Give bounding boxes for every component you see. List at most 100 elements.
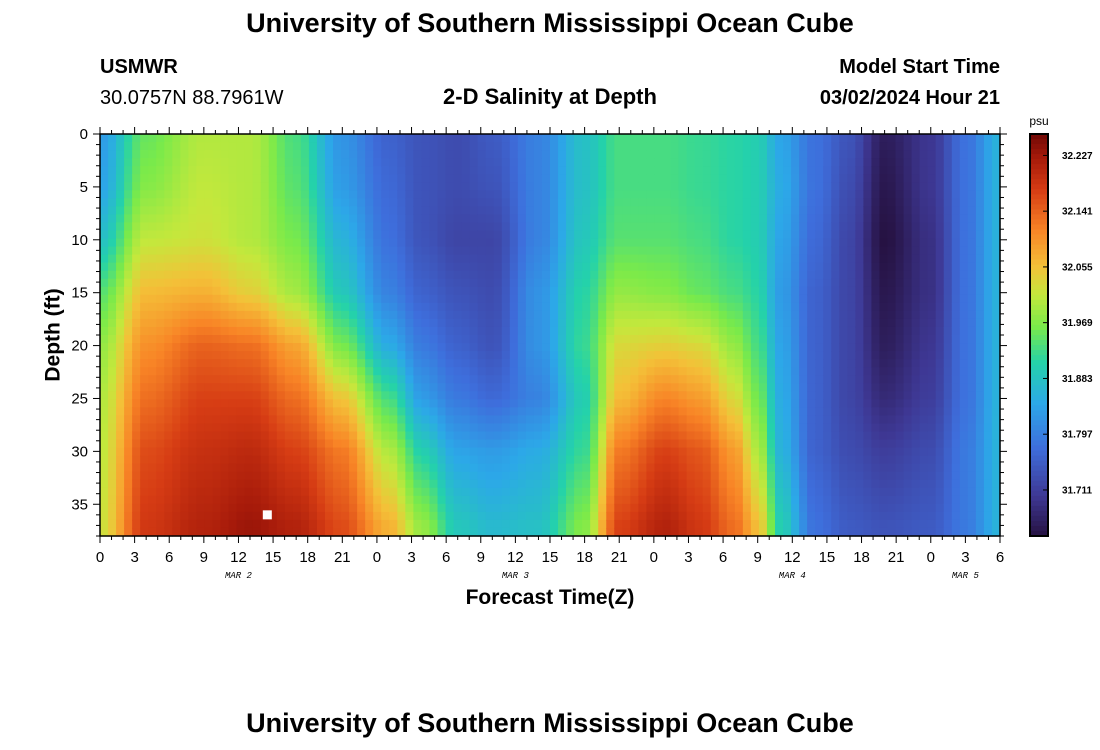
heatmap-cell	[461, 495, 471, 505]
heatmap-cell	[847, 495, 856, 505]
heatmap-cell	[124, 335, 133, 344]
heatmap-cell	[734, 503, 744, 513]
heatmap-cell	[501, 238, 511, 248]
heatmap-cell	[742, 375, 752, 384]
heatmap-cell	[831, 351, 840, 360]
heatmap-cell	[437, 359, 447, 368]
heatmap-cell	[783, 487, 792, 497]
heatmap-cell	[124, 238, 133, 248]
heatmap-cell	[108, 351, 117, 360]
heatmap-cell	[381, 351, 390, 360]
heatmap-cell	[606, 150, 615, 159]
heatmap-cell	[268, 511, 278, 521]
heatmap-cell	[365, 326, 374, 336]
heatmap-cell	[694, 278, 704, 288]
heatmap-cell	[116, 278, 125, 288]
heatmap-cell	[758, 439, 768, 449]
heatmap-cell	[766, 463, 776, 473]
heatmap-cell	[662, 407, 672, 416]
heatmap-cell	[775, 399, 784, 408]
heatmap-cell	[775, 431, 784, 441]
heatmap-cell	[429, 527, 439, 537]
heatmap-cell	[252, 302, 262, 312]
heatmap-cell	[654, 230, 664, 240]
heatmap-cell	[710, 150, 720, 159]
heatmap-cell	[887, 246, 897, 256]
heatmap-cell	[308, 471, 318, 481]
heatmap-cell	[686, 190, 696, 199]
heatmap-cell	[501, 455, 511, 465]
heatmap-cell	[517, 359, 527, 368]
heatmap-cell	[638, 375, 648, 384]
heatmap-cell	[517, 294, 527, 304]
heatmap-cell	[501, 206, 511, 215]
heatmap-cell	[590, 230, 599, 240]
heatmap-cell	[204, 495, 214, 505]
heatmap-cell	[100, 399, 109, 408]
heatmap-cell	[493, 479, 503, 489]
heatmap-cell	[164, 142, 173, 151]
heatmap-cell	[550, 383, 559, 392]
heatmap-cell	[662, 431, 672, 441]
heatmap-cell	[108, 343, 117, 352]
heatmap-cell	[815, 254, 824, 264]
heatmap-cell	[405, 391, 414, 400]
heatmap-cell	[670, 230, 680, 240]
heatmap-cell	[742, 214, 752, 224]
heatmap-cell	[485, 270, 495, 280]
heatmap-cell	[341, 174, 350, 183]
heatmap-cell	[268, 351, 278, 360]
heatmap-cell	[525, 463, 535, 473]
heatmap-cell	[582, 150, 591, 159]
heatmap-cell	[381, 383, 390, 392]
heatmap-cell	[574, 423, 583, 433]
heatmap-cell	[333, 142, 342, 151]
heatmap-cell	[212, 503, 222, 513]
heatmap-cell	[558, 391, 567, 400]
heatmap-cell	[437, 375, 447, 384]
heatmap-cell	[662, 439, 672, 449]
heatmap-cell	[252, 511, 262, 521]
heatmap-cell	[726, 262, 736, 272]
heatmap-cell	[807, 495, 816, 505]
heatmap-cell	[357, 447, 366, 457]
heatmap-cell	[373, 375, 382, 384]
heatmap-cell	[308, 142, 318, 151]
heatmap-cell	[558, 134, 567, 143]
heatmap-cell	[590, 407, 599, 416]
heatmap-cell	[566, 367, 575, 376]
heatmap-cell	[300, 166, 310, 175]
heatmap-cell	[799, 495, 808, 505]
heatmap-cell	[228, 511, 238, 521]
heatmap-cell	[172, 190, 181, 199]
heatmap-cell	[413, 487, 423, 497]
heatmap-cell	[895, 254, 905, 264]
heatmap-cell	[799, 134, 808, 143]
heatmap-cell	[533, 302, 543, 312]
heatmap-cell	[807, 423, 816, 433]
heatmap-cell	[646, 254, 656, 264]
heatmap-cell	[164, 351, 173, 360]
heatmap-cell	[341, 198, 350, 207]
heatmap-cell	[437, 286, 447, 296]
heatmap-cell	[308, 335, 318, 344]
heatmap-cell	[598, 479, 607, 489]
heatmap-cell	[758, 415, 768, 425]
heatmap-cell	[847, 278, 856, 288]
heatmap-cell	[116, 182, 125, 191]
heatmap-cell	[686, 238, 696, 248]
heatmap-cell	[204, 335, 214, 344]
heatmap-cell	[276, 503, 286, 513]
heatmap-cell	[598, 495, 607, 505]
heatmap-cell	[775, 335, 784, 344]
heatmap-cell	[421, 351, 431, 360]
heatmap-cell	[292, 166, 302, 175]
heatmap-cell	[493, 423, 503, 433]
heatmap-cell	[276, 479, 286, 489]
heatmap-cell	[204, 270, 214, 280]
heatmap-cell	[839, 471, 848, 481]
heatmap-cell	[349, 198, 358, 207]
heatmap-cell	[734, 343, 744, 352]
heatmap-cell	[252, 166, 262, 175]
heatmap-cell	[742, 455, 752, 465]
